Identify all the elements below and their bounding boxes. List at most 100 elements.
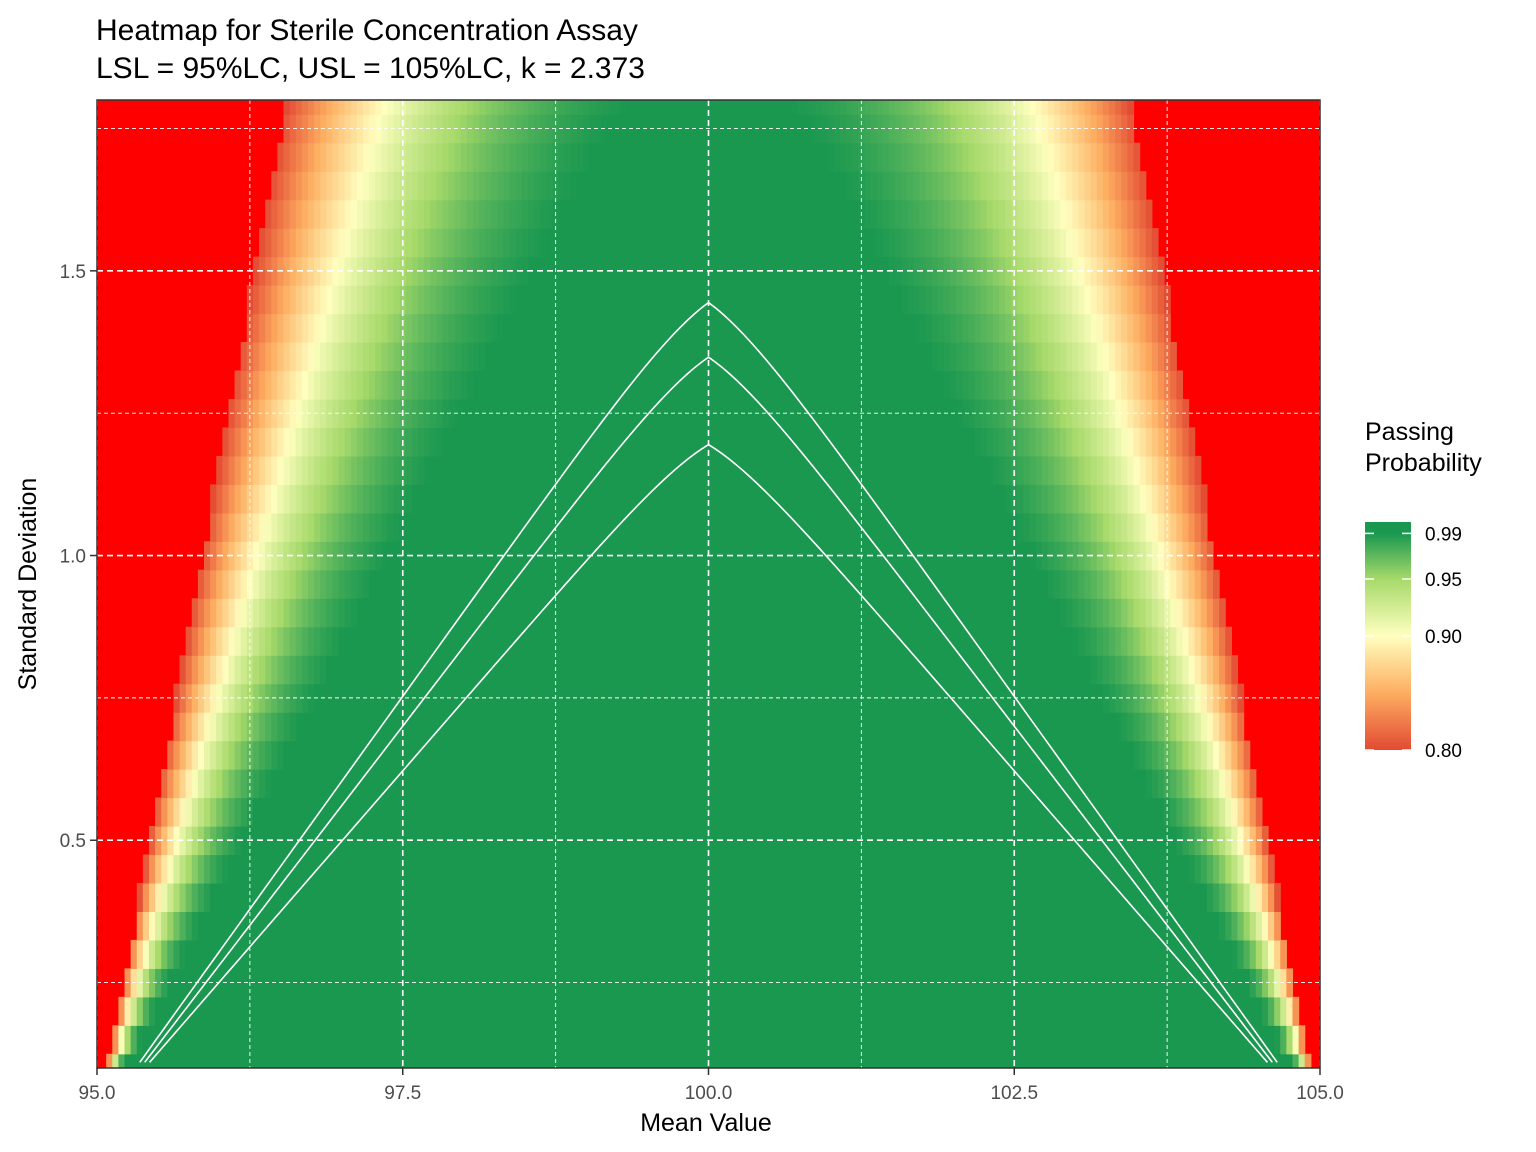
- heatmap-cell: [259, 626, 266, 656]
- heatmap-cell: [436, 598, 444, 628]
- heatmap-cell: [473, 342, 480, 372]
- heatmap-cell: [772, 740, 780, 770]
- heatmap-cell: [839, 285, 847, 315]
- heatmap-cell: [1127, 939, 1135, 969]
- heatmap-cell: [283, 712, 291, 742]
- heatmap-cell: [515, 598, 523, 628]
- heatmap-cell: [1023, 854, 1031, 884]
- heatmap-cell: [326, 313, 334, 343]
- heatmap-cell: [577, 797, 584, 827]
- heatmap-cell: [185, 740, 193, 770]
- heatmap-cell: [748, 769, 755, 799]
- heatmap-cell: [1047, 882, 1055, 913]
- heatmap-cell: [1017, 712, 1025, 742]
- heatmap-cell: [442, 712, 450, 742]
- heatmap-cell: [375, 740, 382, 770]
- heatmap-cell: [466, 427, 474, 457]
- heatmap-cell: [943, 512, 951, 542]
- heatmap-cell: [430, 740, 437, 770]
- heatmap-cell: [430, 569, 437, 599]
- heatmap-cell: [216, 996, 223, 1026]
- heatmap-cell: [632, 313, 639, 343]
- heatmap-cell: [485, 797, 493, 827]
- heatmap-cell: [650, 1025, 658, 1055]
- heatmap-cell: [393, 769, 401, 799]
- heatmap-cell: [246, 313, 254, 343]
- heatmap-cell: [858, 740, 866, 770]
- heatmap-cell: [760, 256, 768, 286]
- heatmap-cell: [1139, 797, 1147, 827]
- heatmap-cell: [791, 342, 798, 372]
- heatmap-cell: [528, 569, 535, 599]
- heatmap-cell: [1182, 996, 1190, 1026]
- heatmap-cell: [901, 484, 908, 514]
- heatmap-cell: [711, 342, 719, 372]
- heatmap-cell: [974, 939, 982, 969]
- heatmap-cell: [693, 285, 700, 315]
- heatmap-cell: [913, 712, 921, 742]
- heatmap-cell: [1231, 939, 1239, 969]
- heatmap-cell: [852, 826, 859, 856]
- heatmap-cell: [259, 996, 266, 1026]
- heatmap-cell: [332, 826, 340, 856]
- heatmap-cell: [356, 342, 364, 372]
- heatmap-cell: [1157, 854, 1165, 884]
- heatmap-cell: [503, 712, 511, 742]
- heatmap-cell: [919, 740, 927, 770]
- heatmap-cell: [1145, 769, 1153, 799]
- heatmap-cell: [277, 484, 285, 514]
- heatmap-cell: [448, 712, 456, 742]
- heatmap-cell: [448, 398, 456, 429]
- heatmap-cell: [271, 712, 278, 742]
- heatmap-cell: [1066, 342, 1073, 372]
- heatmap-cell: [387, 313, 395, 343]
- heatmap-cell: [833, 313, 841, 343]
- heatmap-cell: [901, 854, 908, 884]
- heatmap-cell: [656, 882, 664, 913]
- heatmap-cell: [583, 769, 590, 799]
- heatmap-cell: [1182, 939, 1190, 969]
- heatmap-cell: [289, 626, 297, 656]
- heatmap-cell: [344, 484, 352, 514]
- heatmap-cell: [564, 427, 572, 457]
- heatmap-cell: [344, 797, 352, 827]
- heatmap-cell: [1029, 455, 1037, 485]
- heatmap-cell: [393, 398, 401, 429]
- heatmap-cell: [1225, 968, 1232, 998]
- heatmap-cell: [295, 968, 303, 998]
- heatmap-cell: [1298, 1025, 1306, 1055]
- heatmap-cell: [748, 512, 755, 542]
- heatmap-cell: [778, 370, 786, 400]
- heatmap-cell: [729, 512, 737, 542]
- heatmap-cell: [980, 712, 988, 742]
- heatmap-cell: [307, 285, 315, 315]
- heatmap-cell: [827, 342, 835, 372]
- heatmap-cell: [234, 939, 242, 969]
- heatmap-cell: [509, 911, 517, 941]
- heatmap-cell: [1176, 740, 1184, 770]
- heatmap-cell: [326, 427, 334, 457]
- heatmap-cell: [411, 655, 419, 685]
- heatmap-cell: [846, 1025, 853, 1055]
- heatmap-cell: [570, 256, 578, 286]
- heatmap-cell: [589, 1053, 596, 1068]
- heatmap-cell: [1194, 911, 1202, 941]
- heatmap-cell: [1078, 996, 1086, 1026]
- heatmap-cell: [252, 1053, 260, 1068]
- heatmap-cell: [1249, 797, 1257, 827]
- heatmap-cell: [148, 939, 156, 969]
- heatmap-cell: [638, 1053, 645, 1068]
- heatmap-cell: [234, 569, 242, 599]
- heatmap-cell: [797, 740, 804, 770]
- heatmap-cell: [784, 939, 792, 969]
- heatmap-cell: [662, 655, 670, 685]
- heatmap-cell: [968, 342, 976, 372]
- heatmap-cell: [350, 939, 358, 969]
- heatmap-cell: [699, 598, 707, 628]
- heatmap-cell: [601, 882, 609, 913]
- heatmap-cell: [1005, 854, 1012, 884]
- heatmap-cell: [1102, 996, 1110, 1026]
- heatmap-cell: [442, 455, 450, 485]
- heatmap-cell: [674, 655, 682, 685]
- heatmap-cell: [405, 968, 413, 998]
